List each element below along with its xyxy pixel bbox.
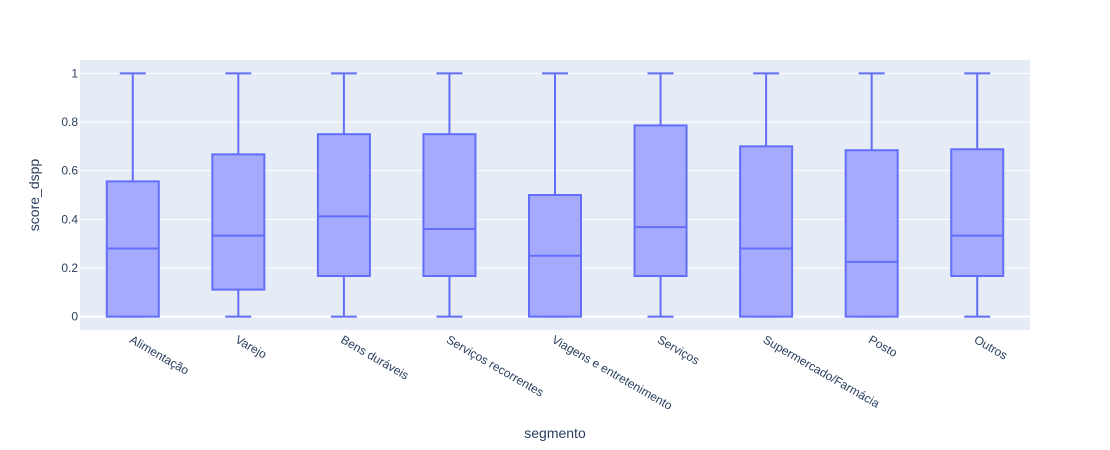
y-tick-label: 1 (71, 66, 78, 80)
x-tick-label: Alimentação (127, 332, 191, 377)
x-tick-label: Varejo (233, 332, 270, 361)
box-iqr (740, 146, 792, 316)
box-iqr (212, 154, 264, 289)
y-tick-label: 0.8 (61, 115, 78, 129)
box-iqr (423, 134, 475, 276)
y-tick-label: 0.2 (61, 261, 78, 275)
y-tick-label: 0.6 (61, 164, 78, 178)
box-iqr (635, 125, 687, 276)
x-tick-label: Serviços recorrentes (444, 332, 546, 399)
y-axis-title: score_dspp (26, 159, 42, 232)
x-axis-title: segmento (524, 425, 586, 441)
box-iqr (951, 149, 1003, 276)
x-tick-label: Bens duráveis (338, 332, 411, 382)
y-axis-ticks: 0 0.2 0.4 0.6 0.8 1 (61, 66, 78, 323)
x-tick-label: Supermercado/Farmácia (761, 332, 883, 410)
x-tick-label: Serviços (655, 332, 702, 367)
box-iqr (318, 134, 370, 276)
x-tick-label: Outros (972, 332, 1010, 362)
x-tick-label: Posto (866, 332, 900, 360)
x-axis-ticks: Alimentação Varejo Bens duráveis Serviços r… (127, 332, 1010, 413)
y-tick-label: 0 (71, 310, 78, 324)
box-iqr (846, 150, 898, 316)
y-tick-label: 0.4 (61, 212, 78, 226)
